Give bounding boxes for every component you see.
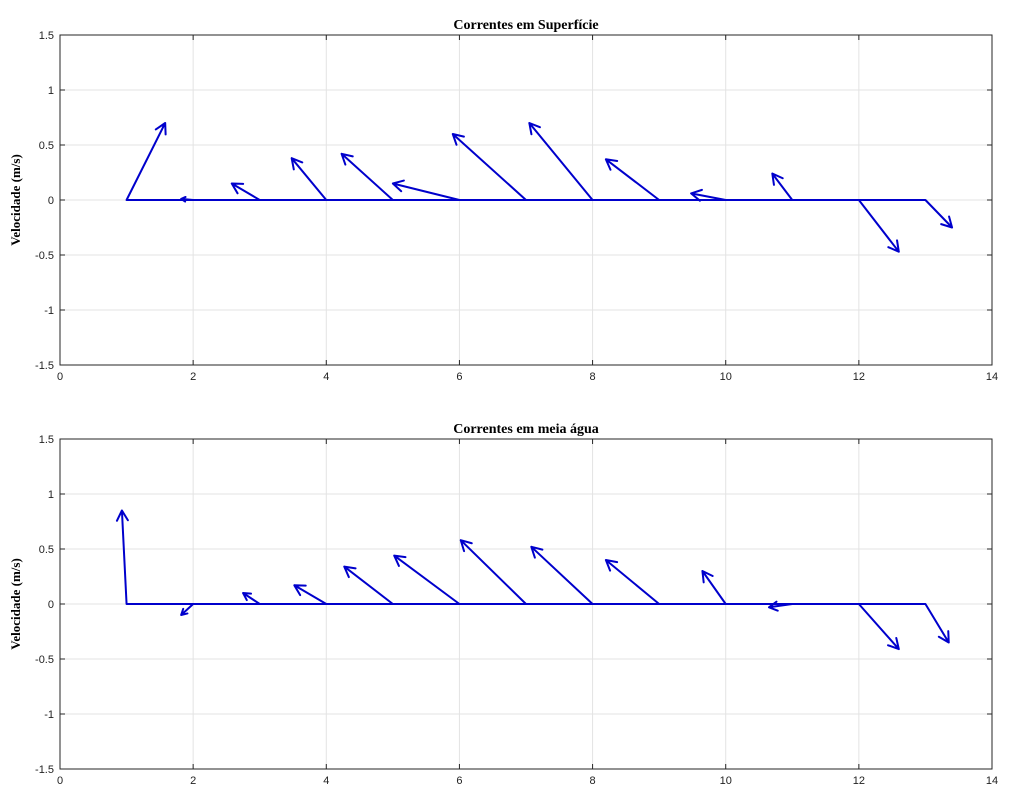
x-tick-label: 8 (590, 775, 596, 787)
velocity-vector (340, 152, 394, 201)
plot-surface-currents: 0 2 4 6 8 10 12 14 -1.5 -1 -0.5 0 0.5 1 1.5 Correntes e… (8, 18, 998, 383)
x-tick-label: 2 (190, 775, 196, 787)
velocity-vector (230, 182, 261, 201)
x-tick-label: 6 (456, 775, 462, 787)
x-tick-label: 14 (986, 371, 998, 383)
velocity-vector (767, 600, 794, 612)
velocity-vector (604, 158, 661, 201)
velocity-vector (857, 603, 900, 651)
velocity-vector (180, 603, 195, 616)
x-tick-label: 4 (323, 775, 329, 787)
x-tick-label: 12 (853, 775, 865, 787)
velocity-vector (530, 545, 594, 605)
y-tick-label: -1 (44, 709, 54, 721)
x-tick-label: 0 (57, 371, 63, 383)
x-tick-label: 6 (456, 371, 462, 383)
x-tick-label: 2 (190, 371, 196, 383)
velocity-vector (701, 570, 727, 605)
x-tick-label: 8 (590, 371, 596, 383)
velocity-vector (924, 603, 950, 644)
velocity-vector (924, 199, 954, 229)
velocity-vector (115, 509, 129, 605)
x-tick-label: 10 (720, 775, 732, 787)
velocity-vector (293, 584, 328, 605)
y-tick-label: -0.5 (35, 654, 54, 666)
y-tick-label: -1.5 (35, 764, 54, 776)
x-tick-label: 4 (323, 371, 329, 383)
y-tick-label: 1.5 (39, 30, 54, 42)
velocity-vector (771, 172, 794, 201)
velocity-vector (125, 122, 167, 201)
y-tick-label: 0 (48, 195, 54, 207)
x-tick-label: 12 (853, 371, 865, 383)
velocity-vector (690, 188, 727, 202)
y-tick-label: 1 (48, 85, 54, 97)
y-axis-label: Velocidade (m/s) (8, 154, 23, 246)
x-tick-label: 0 (57, 775, 63, 787)
y-axis-label: Velocidade (m/s) (8, 558, 23, 650)
x-tick-label: 14 (986, 775, 998, 787)
plot-title: Correntes em meia água (453, 422, 599, 437)
plot-mid-water-currents: 0 2 4 6 8 10 12 14 -1.5 -1 -0.5 0 0.5 1 1.5 Correntes e… (8, 422, 998, 787)
velocity-vector (343, 565, 394, 605)
velocity-vector (391, 179, 461, 201)
velocity-vector (528, 122, 594, 201)
y-tick-label: 1.5 (39, 434, 54, 446)
plot-title: Correntes em Superfície (453, 18, 598, 33)
velocity-vector (180, 195, 195, 203)
y-tick-label: -1 (44, 305, 54, 317)
velocity-vector (393, 554, 461, 605)
velocity-vector (857, 199, 900, 253)
velocity-vector (604, 559, 661, 605)
y-tick-label: -0.5 (35, 250, 54, 262)
velocity-vector (290, 157, 328, 201)
velocity-vector (451, 133, 527, 201)
y-tick-label: 1 (48, 489, 54, 501)
y-tick-label: -1.5 (35, 360, 54, 372)
velocity-vector (459, 539, 527, 605)
y-tick-label: 0.5 (39, 140, 54, 152)
x-tick-label: 10 (720, 371, 732, 383)
y-tick-label: 0.5 (39, 544, 54, 556)
y-tick-label: 0 (48, 599, 54, 611)
velocity-vector (242, 592, 261, 605)
